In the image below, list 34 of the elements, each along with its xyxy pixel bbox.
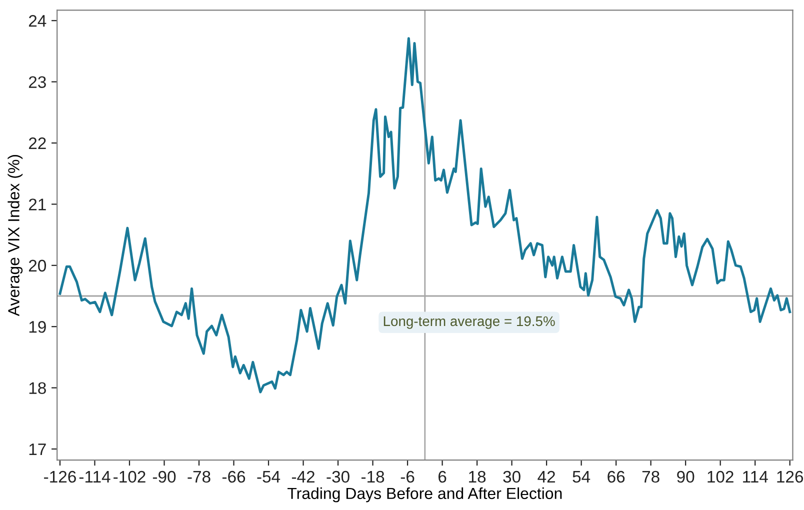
x-tick-label: 90 (677, 470, 694, 483)
x-tick-label: 102 (708, 470, 734, 483)
x-tick-label: 30 (503, 470, 520, 483)
x-tick-label: -66 (222, 470, 246, 483)
x-tick-label: 18 (469, 470, 486, 483)
x-tick-label: -102 (114, 470, 146, 483)
y-tick-label: 24 (28, 15, 46, 27)
x-tick-label: 6 (438, 470, 446, 483)
x-tick-label: 54 (572, 471, 590, 483)
y-tick-label: 20 (28, 260, 46, 272)
x-tick-label: -18 (361, 470, 384, 483)
x-tick-label: -78 (188, 470, 210, 483)
x-tick-label: -6 (400, 470, 414, 483)
y-tick-label: 18 (29, 382, 46, 394)
y-tick-label: 22 (28, 137, 46, 150)
x-tick-label: -126 (44, 470, 76, 483)
y-tick-label: 23 (28, 76, 46, 88)
y-axis-title: Average VIX Index (%) (8, 155, 23, 316)
x-tick-label: -90 (152, 470, 176, 483)
x-tick-label: -30 (326, 470, 350, 483)
x-tick-label: -114 (79, 471, 110, 483)
x-axis-title: Trading Days Before and After Election (288, 487, 562, 502)
x-tick-label: -54 (257, 471, 280, 483)
y-tick-label: 21 (28, 198, 46, 210)
x-tick-label: -42 (292, 470, 314, 483)
y-tick-label: 17 (29, 444, 46, 456)
y-tick-label: 19 (29, 321, 46, 333)
line-series (58, 37, 792, 394)
x-tick-label: 126 (777, 470, 804, 483)
x-tick-label: 42 (538, 470, 555, 483)
ref-line-label: Long-term average = 19.5% (384, 316, 555, 329)
x-tick-label: 114 (743, 471, 768, 483)
x-tick-label: 78 (642, 470, 660, 483)
x-tick-label: 66 (608, 470, 625, 483)
